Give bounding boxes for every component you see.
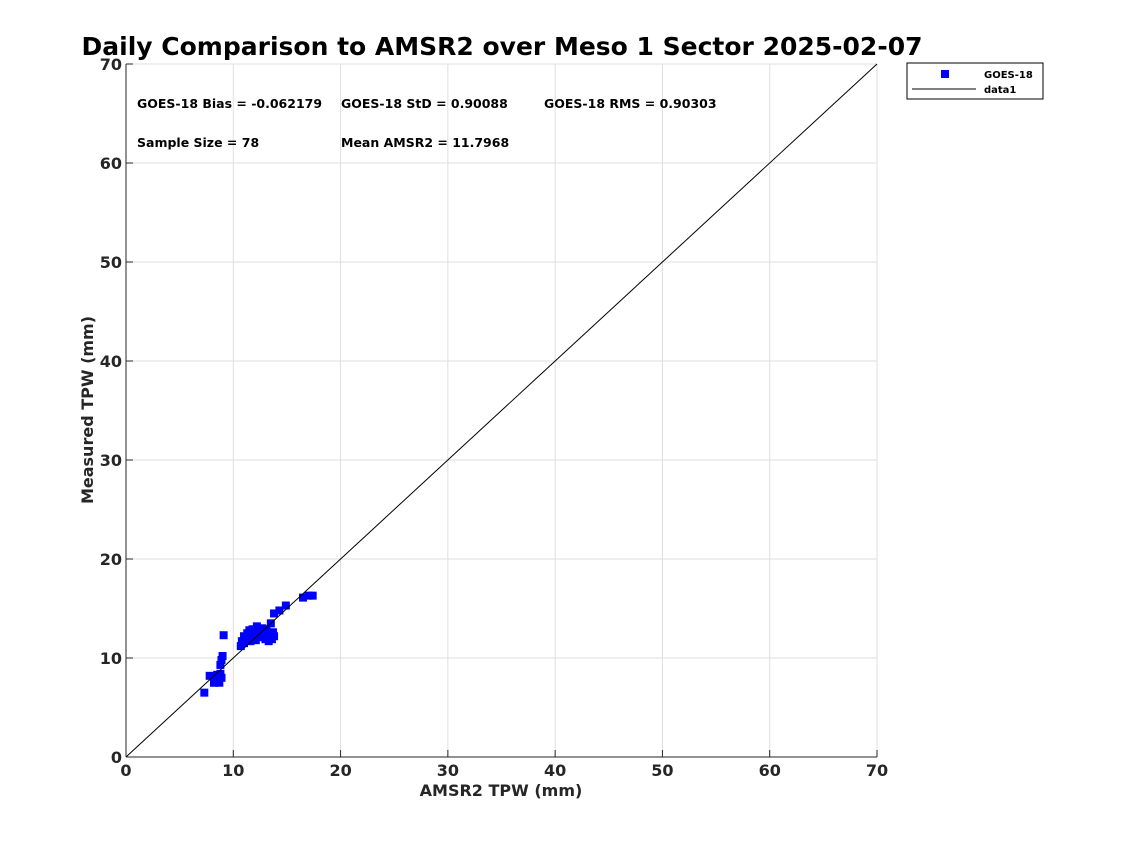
- stat-std: GOES-18 StD = 0.90088: [341, 96, 508, 111]
- legend: GOES-18 data1: [906, 62, 1044, 100]
- legend-label-goes18: GOES-18: [984, 70, 1033, 81]
- y-tick-label: 40: [100, 352, 122, 371]
- stat-mean: Mean AMSR2 = 11.7968: [341, 135, 509, 150]
- data-point: [205, 671, 214, 680]
- data-layer: [125, 63, 878, 758]
- data-point: [308, 591, 317, 600]
- stat-rms: GOES-18 RMS = 0.90303: [544, 96, 717, 111]
- y-tick-label: 10: [100, 649, 122, 668]
- x-tick-label: 50: [651, 761, 673, 780]
- stat-bias: GOES-18 Bias = -0.062179: [137, 96, 322, 111]
- chart-title: Daily Comparison to AMSR2 over Meso 1 Se…: [82, 32, 923, 61]
- legend-box: [906, 62, 1044, 100]
- legend-marker-goes18: [941, 70, 949, 78]
- axes: 0 10 20 30 40 50 60 70 0 10 20 30 40 50 60 70: [100, 55, 888, 780]
- data-point: [216, 660, 225, 669]
- data-point: [270, 609, 279, 618]
- data-point: [200, 688, 209, 697]
- data-point: [304, 591, 313, 600]
- data-point: [218, 652, 227, 661]
- data-point: [209, 678, 218, 687]
- data-point: [275, 606, 284, 615]
- y-tick-label: 70: [100, 55, 122, 74]
- y-axis-label: Measured TPW (mm): [78, 316, 97, 504]
- series-line-data1: [125, 63, 878, 758]
- y-tick-label: 20: [100, 550, 122, 569]
- legend-label-data1: data1: [984, 85, 1016, 96]
- x-tick-label: 70: [866, 761, 888, 780]
- y-tick-label: 50: [100, 253, 122, 272]
- data-point: [219, 631, 228, 640]
- x-tick-label: 10: [222, 761, 244, 780]
- data-point: [215, 678, 224, 687]
- data-point: [281, 601, 290, 610]
- x-axis-label: AMSR2 TPW (mm): [420, 781, 583, 800]
- x-tick-label: 0: [120, 761, 131, 780]
- data-point: [299, 593, 308, 602]
- data-point: [251, 636, 260, 645]
- x-tick-label: 30: [437, 761, 459, 780]
- data-point: [270, 632, 279, 641]
- x-tick-label: 20: [329, 761, 351, 780]
- y-tick-label: 60: [100, 154, 122, 173]
- x-tick-label: 40: [544, 761, 566, 780]
- data-point: [217, 673, 226, 682]
- y-tick-label: 0: [111, 748, 122, 767]
- x-tick-label: 60: [759, 761, 781, 780]
- y-tick-label: 30: [100, 451, 122, 470]
- stat-sample-size: Sample Size = 78: [137, 135, 259, 150]
